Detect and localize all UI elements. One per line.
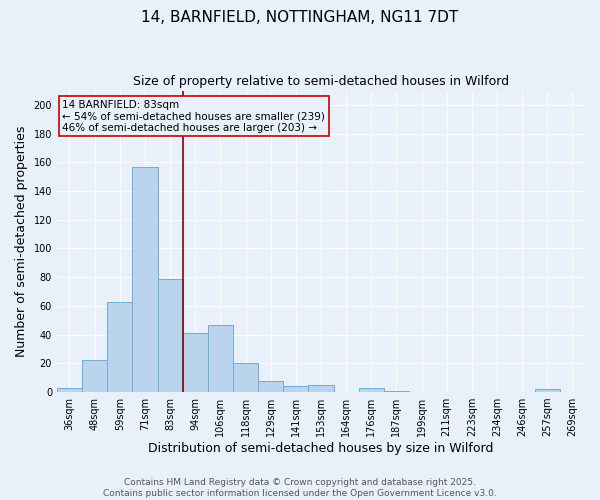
X-axis label: Distribution of semi-detached houses by size in Wilford: Distribution of semi-detached houses by … bbox=[148, 442, 494, 455]
Bar bbox=[359, 388, 384, 392]
Bar bbox=[258, 380, 283, 392]
Bar bbox=[82, 360, 107, 392]
Bar bbox=[158, 278, 182, 392]
Bar bbox=[107, 302, 133, 392]
Bar bbox=[233, 364, 258, 392]
Text: Contains HM Land Registry data © Crown copyright and database right 2025.
Contai: Contains HM Land Registry data © Crown c… bbox=[103, 478, 497, 498]
Bar bbox=[133, 166, 158, 392]
Text: 14, BARNFIELD, NOTTINGHAM, NG11 7DT: 14, BARNFIELD, NOTTINGHAM, NG11 7DT bbox=[142, 10, 458, 25]
Bar bbox=[308, 385, 334, 392]
Bar bbox=[208, 324, 233, 392]
Bar bbox=[384, 390, 409, 392]
Y-axis label: Number of semi-detached properties: Number of semi-detached properties bbox=[15, 126, 28, 357]
Title: Size of property relative to semi-detached houses in Wilford: Size of property relative to semi-detach… bbox=[133, 75, 509, 88]
Bar bbox=[57, 388, 82, 392]
Bar bbox=[535, 389, 560, 392]
Bar bbox=[283, 386, 308, 392]
Text: 14 BARNFIELD: 83sqm
← 54% of semi-detached houses are smaller (239)
46% of semi-: 14 BARNFIELD: 83sqm ← 54% of semi-detach… bbox=[62, 100, 325, 133]
Bar bbox=[182, 333, 208, 392]
